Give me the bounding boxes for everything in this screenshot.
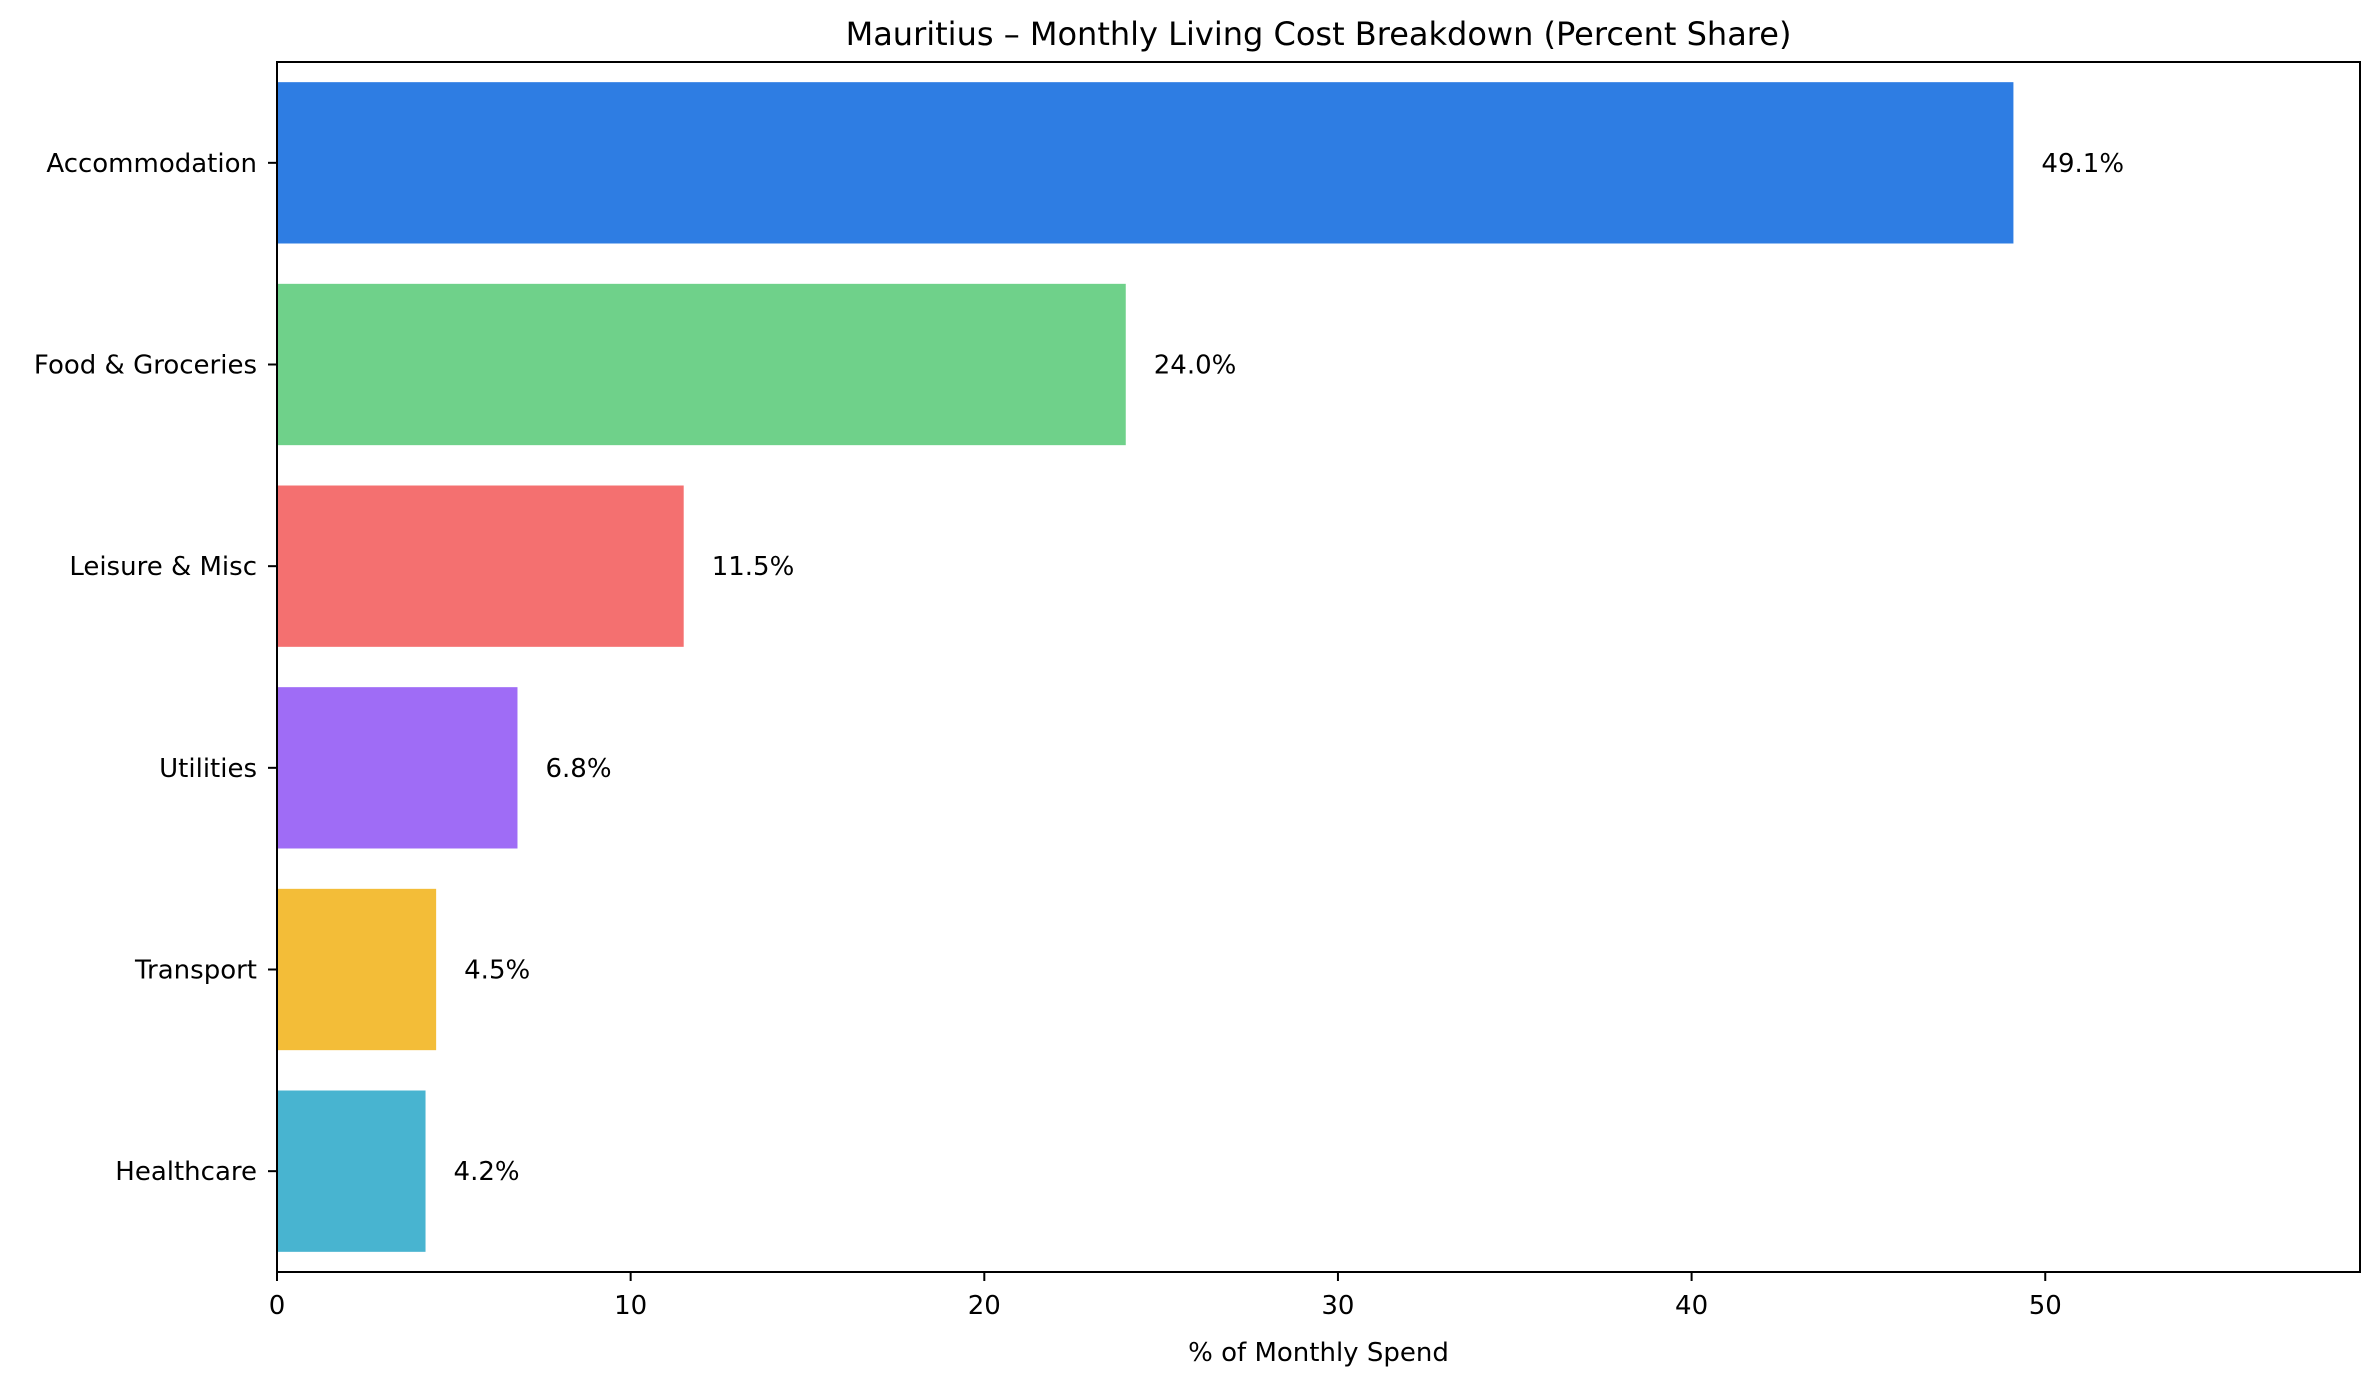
y-tick-label: Leisure & Misc	[69, 552, 257, 582]
x-axis: 0 10 20 30 40 50	[269, 1272, 2062, 1321]
x-tick-label: 30	[1321, 1291, 1354, 1321]
y-tick-label: Accommodation	[46, 149, 257, 179]
bar-value-label: 24.0%	[1154, 351, 1237, 381]
bar-healthcare	[277, 1090, 426, 1252]
y-axis: Accommodation Food & Groceries Leisure & M…	[34, 149, 277, 1187]
x-tick-label: 0	[269, 1291, 286, 1321]
x-tick-label: 40	[1675, 1291, 1708, 1321]
plot-frame	[276, 61, 2361, 1273]
bar-value-label: 4.5%	[464, 956, 530, 986]
bar-value-label: 6.8%	[545, 754, 611, 784]
y-tick-label: Healthcare	[115, 1157, 257, 1187]
bar-food-groceries	[277, 283, 1126, 446]
y-tick-label: Utilities	[159, 754, 257, 784]
y-tick-label: Transport	[134, 956, 257, 986]
bar-value-label: 49.1%	[2041, 149, 2124, 179]
y-tick-label: Food & Groceries	[34, 351, 257, 381]
x-tick-label: 10	[614, 1291, 647, 1321]
bar-utilities	[277, 687, 518, 849]
bar-transport	[277, 888, 437, 1051]
chart-title: Mauritius – Monthly Living Cost Breakdow…	[846, 15, 1792, 53]
bar-value-label: 11.5%	[712, 552, 795, 582]
bar-leisure-misc	[277, 485, 684, 647]
bars-layer: 49.1% 24.0% 11.5% 6.8% 4.5% 4.2%	[277, 82, 2124, 1252]
x-tick-label: 20	[968, 1291, 1001, 1321]
x-tick-label: 50	[2029, 1291, 2062, 1321]
bar-value-label: 4.2%	[454, 1157, 520, 1187]
x-axis-label: % of Monthly Spend	[1188, 1338, 1449, 1368]
bar-accommodation	[277, 82, 2014, 244]
